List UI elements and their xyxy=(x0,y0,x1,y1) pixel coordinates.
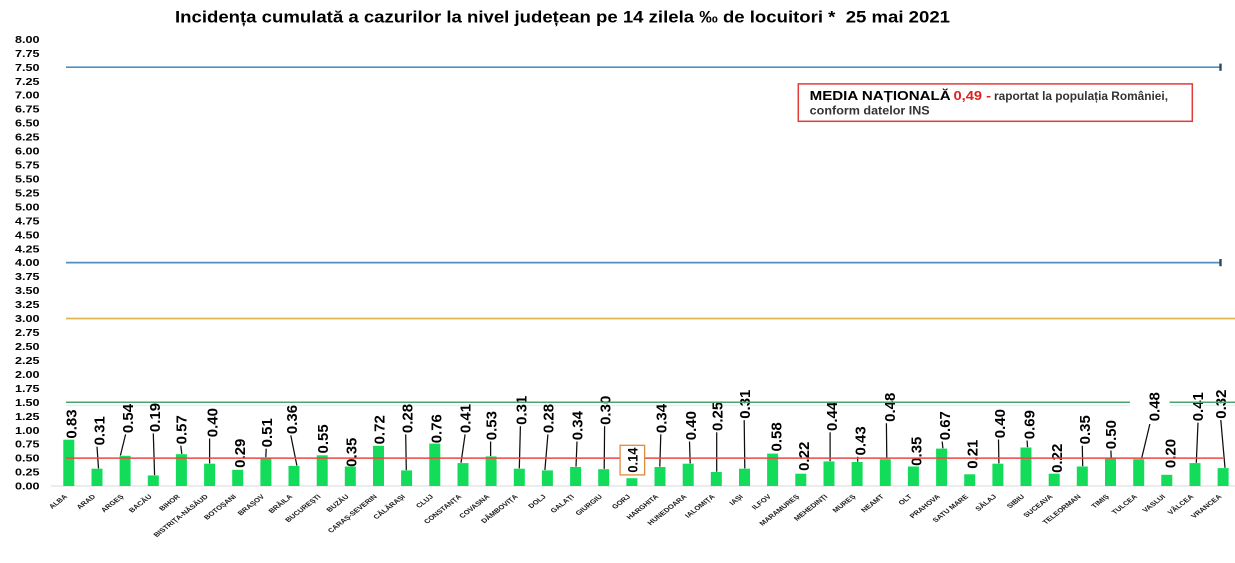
svg-text:3.00: 3.00 xyxy=(15,314,40,325)
svg-text:0.35: 0.35 xyxy=(909,437,926,466)
svg-text:0.75: 0.75 xyxy=(15,440,40,451)
svg-text:0.67: 0.67 xyxy=(937,411,954,440)
svg-text:0.31: 0.31 xyxy=(514,396,531,425)
svg-text:0.40: 0.40 xyxy=(992,409,1009,438)
svg-text:5.50: 5.50 xyxy=(15,175,40,186)
svg-text:0.40: 0.40 xyxy=(205,408,222,437)
svg-text:0.83: 0.83 xyxy=(63,409,80,438)
svg-text:0.51: 0.51 xyxy=(259,418,276,447)
svg-text:0.25: 0.25 xyxy=(15,468,40,479)
svg-text:5.00: 5.00 xyxy=(15,202,40,213)
svg-text:2.25: 2.25 xyxy=(15,356,40,367)
svg-text:0.76: 0.76 xyxy=(428,414,445,443)
svg-text:7.75: 7.75 xyxy=(15,49,40,60)
svg-text:0.22: 0.22 xyxy=(796,442,813,471)
svg-text:7.50: 7.50 xyxy=(15,63,40,74)
svg-text:6.00: 6.00 xyxy=(15,147,40,158)
svg-text:0.34: 0.34 xyxy=(654,403,671,433)
svg-text:0.00: 0.00 xyxy=(15,482,40,493)
svg-text:0.19: 0.19 xyxy=(147,403,164,432)
svg-text:0.14: 0.14 xyxy=(626,447,641,472)
svg-text:Incidența cumulată a cazurilor: Incidența cumulată a cazurilor la nivel … xyxy=(175,8,950,27)
svg-text:5.25: 5.25 xyxy=(15,189,40,200)
svg-text:0.36: 0.36 xyxy=(284,405,301,434)
svg-text:1.00: 1.00 xyxy=(15,426,40,437)
svg-text:5.75: 5.75 xyxy=(15,161,40,172)
svg-text:0.28: 0.28 xyxy=(541,404,558,433)
svg-text:3.25: 3.25 xyxy=(15,300,40,311)
svg-text:2.00: 2.00 xyxy=(15,370,40,381)
svg-text:3.75: 3.75 xyxy=(15,272,40,283)
svg-text:6.25: 6.25 xyxy=(15,133,40,144)
svg-text:6.75: 6.75 xyxy=(15,105,40,116)
svg-text:3.50: 3.50 xyxy=(15,286,40,297)
svg-text:1.50: 1.50 xyxy=(15,398,40,409)
svg-text:raportat la populația României: raportat la populația României, xyxy=(994,89,1168,103)
svg-text:0.21: 0.21 xyxy=(965,440,982,469)
svg-text:MEDIA NAȚIONALĂ: MEDIA NAȚIONALĂ xyxy=(810,88,951,103)
svg-text:0.58: 0.58 xyxy=(769,422,786,451)
svg-text:0.29: 0.29 xyxy=(232,439,249,468)
svg-text:0.30: 0.30 xyxy=(598,396,615,425)
svg-text:0.48: 0.48 xyxy=(882,393,899,422)
svg-text:0.72: 0.72 xyxy=(371,415,388,444)
svg-text:0.50: 0.50 xyxy=(15,454,40,465)
svg-text:7.25: 7.25 xyxy=(15,77,40,88)
svg-text:4.75: 4.75 xyxy=(15,216,40,227)
svg-text:4.25: 4.25 xyxy=(15,244,40,255)
svg-text:0,49 -: 0,49 - xyxy=(954,88,992,103)
svg-text:1.25: 1.25 xyxy=(15,412,40,423)
svg-text:conform datelor INS: conform datelor INS xyxy=(810,104,930,118)
svg-text:0.35: 0.35 xyxy=(344,438,361,467)
svg-text:0.43: 0.43 xyxy=(852,426,869,455)
svg-text:2.50: 2.50 xyxy=(15,342,40,353)
svg-text:4.00: 4.00 xyxy=(15,258,40,269)
svg-text:0.35: 0.35 xyxy=(1077,415,1094,444)
svg-text:0.31: 0.31 xyxy=(737,390,754,419)
svg-text:1.75: 1.75 xyxy=(15,384,40,395)
svg-text:0.53: 0.53 xyxy=(483,411,500,440)
svg-text:0.31: 0.31 xyxy=(92,416,109,445)
svg-text:0.44: 0.44 xyxy=(824,401,841,431)
svg-text:0.40: 0.40 xyxy=(683,411,700,440)
svg-text:0.55: 0.55 xyxy=(315,424,332,453)
svg-text:7.00: 7.00 xyxy=(15,91,40,102)
svg-text:4.50: 4.50 xyxy=(15,230,40,241)
svg-text:0.69: 0.69 xyxy=(1022,410,1039,439)
svg-text:8.00: 8.00 xyxy=(15,35,40,46)
svg-text:0.32: 0.32 xyxy=(1213,389,1230,418)
svg-text:0.41: 0.41 xyxy=(1190,392,1207,421)
svg-text:2.75: 2.75 xyxy=(15,328,40,339)
svg-text:0.25: 0.25 xyxy=(710,402,727,431)
svg-text:0.50: 0.50 xyxy=(1103,420,1120,449)
svg-text:0.57: 0.57 xyxy=(173,415,190,444)
svg-text:0.48: 0.48 xyxy=(1147,392,1164,421)
svg-text:0.28: 0.28 xyxy=(399,404,416,433)
svg-text:6.50: 6.50 xyxy=(15,119,40,130)
svg-text:0.20: 0.20 xyxy=(1162,439,1179,468)
svg-text:0.41: 0.41 xyxy=(458,404,475,433)
svg-text:0.34: 0.34 xyxy=(570,410,587,440)
svg-text:0.54: 0.54 xyxy=(120,403,137,433)
